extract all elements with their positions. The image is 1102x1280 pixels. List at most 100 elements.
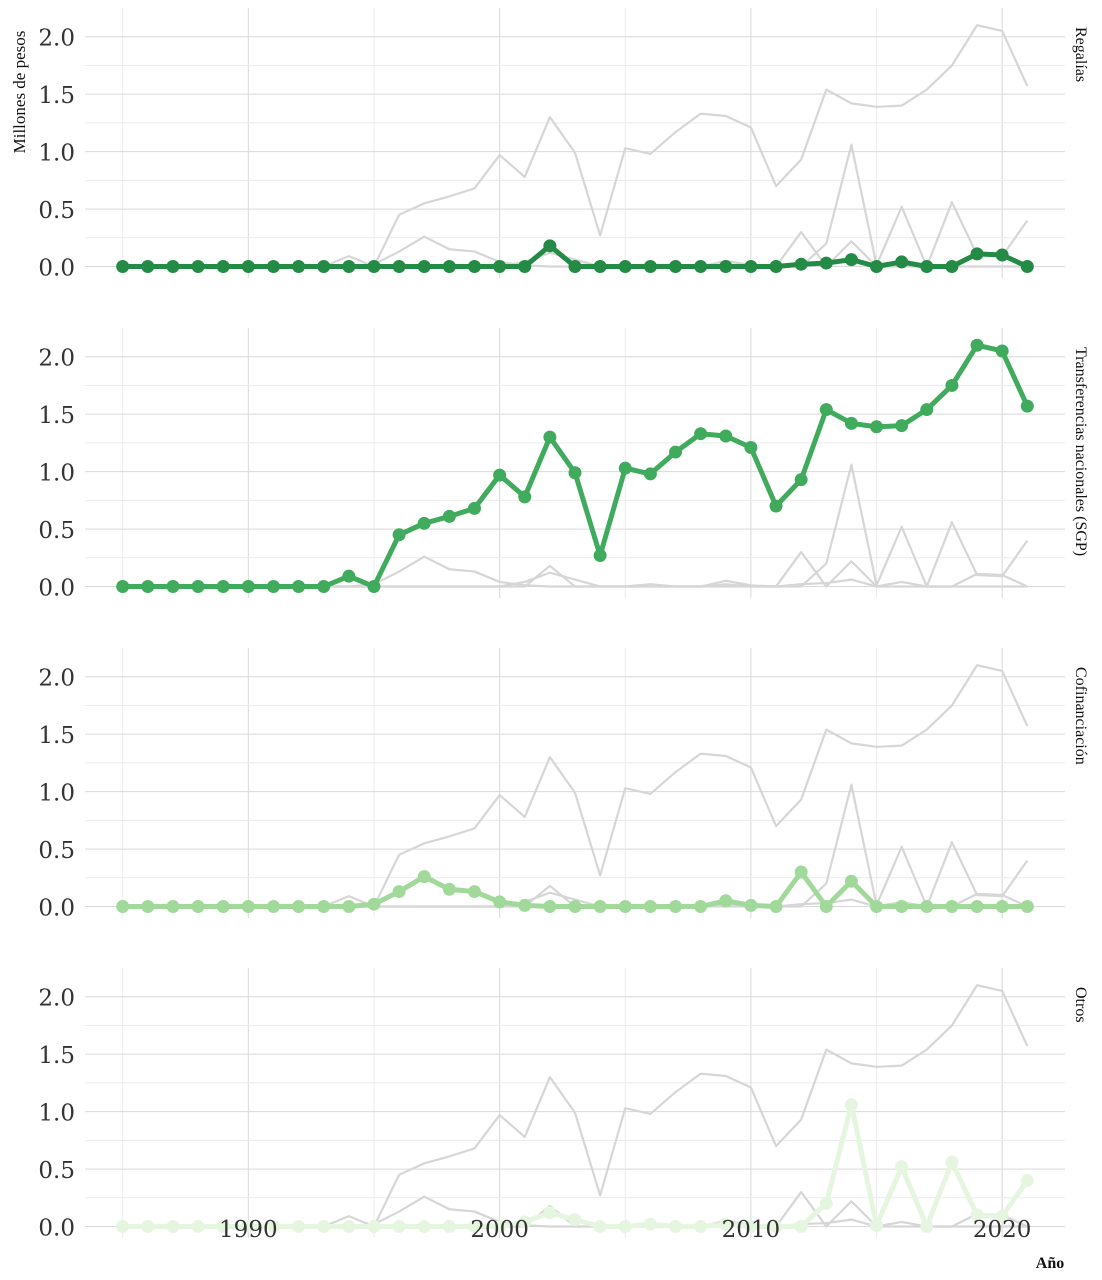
series-point	[543, 239, 557, 253]
facet-panel-2: 0.0 0.5 1.0 1.5 2.0	[38, 648, 1065, 922]
series-point	[895, 419, 909, 433]
series-point	[317, 260, 331, 274]
y-axis-title-text: Millones de pesos	[10, 30, 29, 154]
series-point	[1020, 900, 1034, 914]
series-point	[593, 548, 607, 562]
series-point	[744, 898, 758, 912]
series-point	[970, 1208, 984, 1222]
series-point	[694, 900, 708, 914]
y-tick-label: 0.5	[38, 518, 75, 544]
y-tick-label: 0.0	[38, 576, 75, 602]
series-point	[518, 260, 532, 274]
series-point	[819, 256, 833, 270]
series-point	[493, 468, 507, 482]
series-point	[116, 580, 130, 594]
series-point	[493, 260, 507, 274]
y-tick-label: 1.5	[38, 723, 75, 749]
series-point	[166, 260, 180, 274]
background-series-line	[122, 143, 1029, 268]
series-point	[945, 260, 959, 274]
series-point	[819, 403, 833, 417]
series-point	[945, 900, 959, 914]
series-point	[819, 900, 833, 914]
background-series-line	[122, 463, 1029, 588]
series-point	[719, 429, 733, 443]
series-point	[568, 900, 582, 914]
series-point	[1020, 260, 1034, 274]
y-tick-label: 2.0	[38, 666, 75, 692]
series-point	[216, 1220, 230, 1234]
series-point	[166, 580, 180, 594]
y-tick-label: 1.5	[38, 403, 75, 429]
series-point	[744, 440, 758, 454]
series-point	[844, 253, 858, 267]
series-point	[694, 260, 708, 274]
series-point	[442, 509, 456, 523]
series-point	[870, 260, 884, 274]
series-point	[518, 490, 532, 504]
facet-strip-sgp: Transferencias nacionales (SGP)	[1055, 338, 1102, 638]
series-point	[367, 897, 381, 911]
series-point	[317, 900, 331, 914]
y-tick-label: 0.0	[38, 256, 75, 282]
series-point	[367, 260, 381, 274]
series-point	[568, 260, 582, 274]
series-point	[970, 338, 984, 352]
x-tick-label: 2000	[470, 1217, 529, 1243]
series-point	[618, 260, 632, 274]
series-point	[543, 900, 557, 914]
series-point	[593, 900, 607, 914]
series-point	[518, 1215, 532, 1229]
series-point	[669, 1220, 683, 1234]
series-point	[266, 900, 280, 914]
series-point	[417, 260, 431, 274]
series-point	[769, 1220, 783, 1234]
series-point	[920, 403, 934, 417]
series-point	[241, 1220, 255, 1234]
series-point	[870, 900, 884, 914]
series-point	[694, 1220, 708, 1234]
series-point	[191, 900, 205, 914]
series-point	[995, 248, 1009, 262]
series-point	[819, 1197, 833, 1211]
series-point	[995, 344, 1009, 358]
y-tick-label: 2.0	[38, 346, 75, 372]
series-point	[392, 885, 406, 899]
x-tick-label: 2020	[973, 1217, 1032, 1243]
series-point	[920, 260, 934, 274]
series-point	[995, 1209, 1009, 1223]
series-point	[618, 461, 632, 475]
series-point	[870, 420, 884, 434]
y-tick-label: 1.5	[38, 1043, 75, 1069]
facet-strip-cofinanciacion: Cofinanciación	[1055, 658, 1102, 958]
series-point	[292, 900, 306, 914]
y-tick-label: 0.0	[38, 1216, 75, 1242]
series-point	[141, 1220, 155, 1234]
series-point	[191, 260, 205, 274]
series-point	[970, 247, 984, 261]
y-tick-label: 2.0	[38, 986, 75, 1012]
series-point	[669, 445, 683, 459]
series-point	[844, 1098, 858, 1112]
series-point	[543, 430, 557, 444]
series-point	[744, 260, 758, 274]
series-point	[920, 900, 934, 914]
series-point	[191, 580, 205, 594]
series-point	[241, 900, 255, 914]
y-tick-label: 1.0	[38, 1101, 75, 1127]
series-point	[1020, 1174, 1034, 1188]
series-point	[844, 874, 858, 888]
series-point	[467, 501, 481, 515]
series-point	[719, 1217, 733, 1231]
facet-panel-1: 0.0 0.5 1.0 1.5 2.0	[38, 328, 1065, 602]
facet-strip-label: Regalías	[1072, 27, 1089, 83]
background-series-line	[122, 564, 1028, 588]
series-point	[216, 900, 230, 914]
y-tick-label: 1.0	[38, 141, 75, 167]
facet-strip-otros: Otros	[1055, 978, 1102, 1278]
series-point	[141, 900, 155, 914]
y-tick-label: 0.0	[38, 896, 75, 922]
y-tick-label: 1.0	[38, 461, 75, 487]
series-point	[945, 1155, 959, 1169]
